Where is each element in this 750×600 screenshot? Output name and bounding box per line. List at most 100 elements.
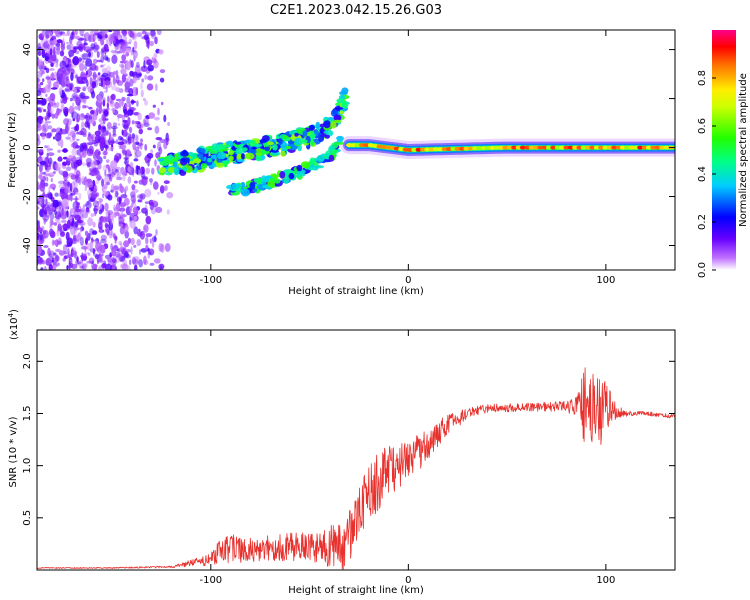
noise-blob [74, 208, 82, 213]
rising-branch-blob [180, 150, 189, 157]
noise-blob [120, 68, 127, 75]
rising-branch-blob [298, 138, 308, 144]
rising-branch-blob [241, 153, 245, 160]
noise-blob [137, 165, 140, 170]
noise-blob [123, 171, 128, 176]
rising-branch-blob [188, 151, 194, 157]
noise-blob [136, 32, 143, 38]
noise-blob [158, 243, 164, 252]
noise-blob [144, 74, 148, 80]
lower-branch-blob [231, 183, 240, 190]
noise-blob [65, 166, 72, 171]
rising-branch-blob [280, 150, 286, 157]
rising-branch-blob [210, 154, 219, 160]
noise-blob [81, 212, 89, 219]
snr-ytick-label: 1.0 [22, 458, 33, 474]
noise-blob [117, 123, 121, 126]
rising-branch-blob [168, 154, 173, 161]
stable-band-core [615, 145, 622, 150]
rising-branch-blob [224, 144, 230, 148]
noise-blob [51, 128, 57, 133]
rising-branch-blob [336, 98, 345, 104]
noise-blob [93, 167, 97, 173]
noise-blob [87, 85, 94, 93]
rising-branch-blob [216, 162, 225, 168]
stable-band-core [532, 145, 539, 150]
noise-blob [55, 127, 62, 135]
noise-blob [112, 107, 115, 113]
noise-blob [116, 114, 123, 119]
noise-blob [44, 52, 50, 62]
snr-ytick-label: 2.0 [22, 353, 33, 369]
noise-blob [116, 98, 122, 102]
noise-blob [165, 132, 169, 142]
noise-blob [76, 261, 82, 265]
noise-blob [109, 38, 116, 44]
noise-blob [143, 224, 149, 233]
noise-blob [90, 109, 95, 115]
noise-blob [68, 58, 72, 68]
noise-blob [137, 199, 142, 203]
noise-blob [111, 167, 117, 176]
stable-band-core [363, 143, 370, 148]
rising-branch-blob [211, 143, 220, 151]
noise-blob [52, 187, 56, 191]
noise-blob [83, 115, 89, 119]
noise-blob [59, 60, 67, 70]
noise-blob [98, 255, 103, 262]
noise-blob [37, 107, 41, 111]
noise-blob [107, 146, 114, 151]
noise-blob [146, 59, 153, 66]
noise-blob [122, 124, 129, 129]
noise-blob [117, 114, 120, 122]
noise-blob [53, 222, 58, 226]
noise-blob [88, 106, 93, 110]
noise-blob [125, 148, 131, 158]
noise-blob [78, 130, 84, 136]
rising-branch-blob [308, 124, 315, 131]
noise-blob [103, 183, 108, 190]
stable-band-core [606, 145, 613, 150]
noise-blob [122, 30, 128, 36]
noise-blob [114, 251, 121, 258]
stable-band-core [576, 145, 583, 150]
noise-blob [104, 45, 107, 56]
noise-blob [88, 131, 91, 138]
noise-blob [55, 33, 62, 38]
noise-blob [41, 131, 46, 140]
noise-blob [138, 228, 141, 232]
noise-blob [73, 227, 81, 231]
noise-blob [114, 44, 119, 51]
noise-blob [149, 30, 156, 37]
noise-blob [54, 71, 58, 80]
noise-blob [84, 46, 92, 53]
stable-band-core [354, 143, 361, 148]
noise-blob [134, 134, 138, 142]
rising-branch-blob [259, 138, 268, 144]
noise-blob [57, 149, 61, 153]
noise-blob [127, 136, 135, 144]
lower-branch-blob [328, 154, 335, 162]
noise-blob [37, 82, 41, 90]
stable-band-core [415, 147, 422, 152]
noise-blob [130, 237, 135, 245]
stable-band-core [663, 145, 670, 150]
noise-blob [103, 63, 106, 67]
noise-blob [102, 97, 106, 103]
noise-blob [133, 189, 139, 193]
noise-blob [126, 249, 132, 253]
noise-blob [53, 252, 57, 256]
noise-blob [37, 51, 41, 56]
noise-blob [145, 70, 150, 74]
spectrogram-ticks: -100 0 100 -40 -20 0 20 40 [22, 30, 675, 286]
noise-blob [102, 193, 105, 199]
noise-blob [129, 78, 134, 87]
noise-blob [125, 104, 131, 108]
noise-blob [137, 112, 142, 121]
noise-blob [68, 49, 75, 57]
snr-scale-label: (x104) [7, 309, 20, 340]
noise-blob [118, 240, 123, 246]
noise-blob [48, 31, 53, 39]
lower-branch [226, 135, 344, 197]
stable-band [340, 136, 675, 159]
